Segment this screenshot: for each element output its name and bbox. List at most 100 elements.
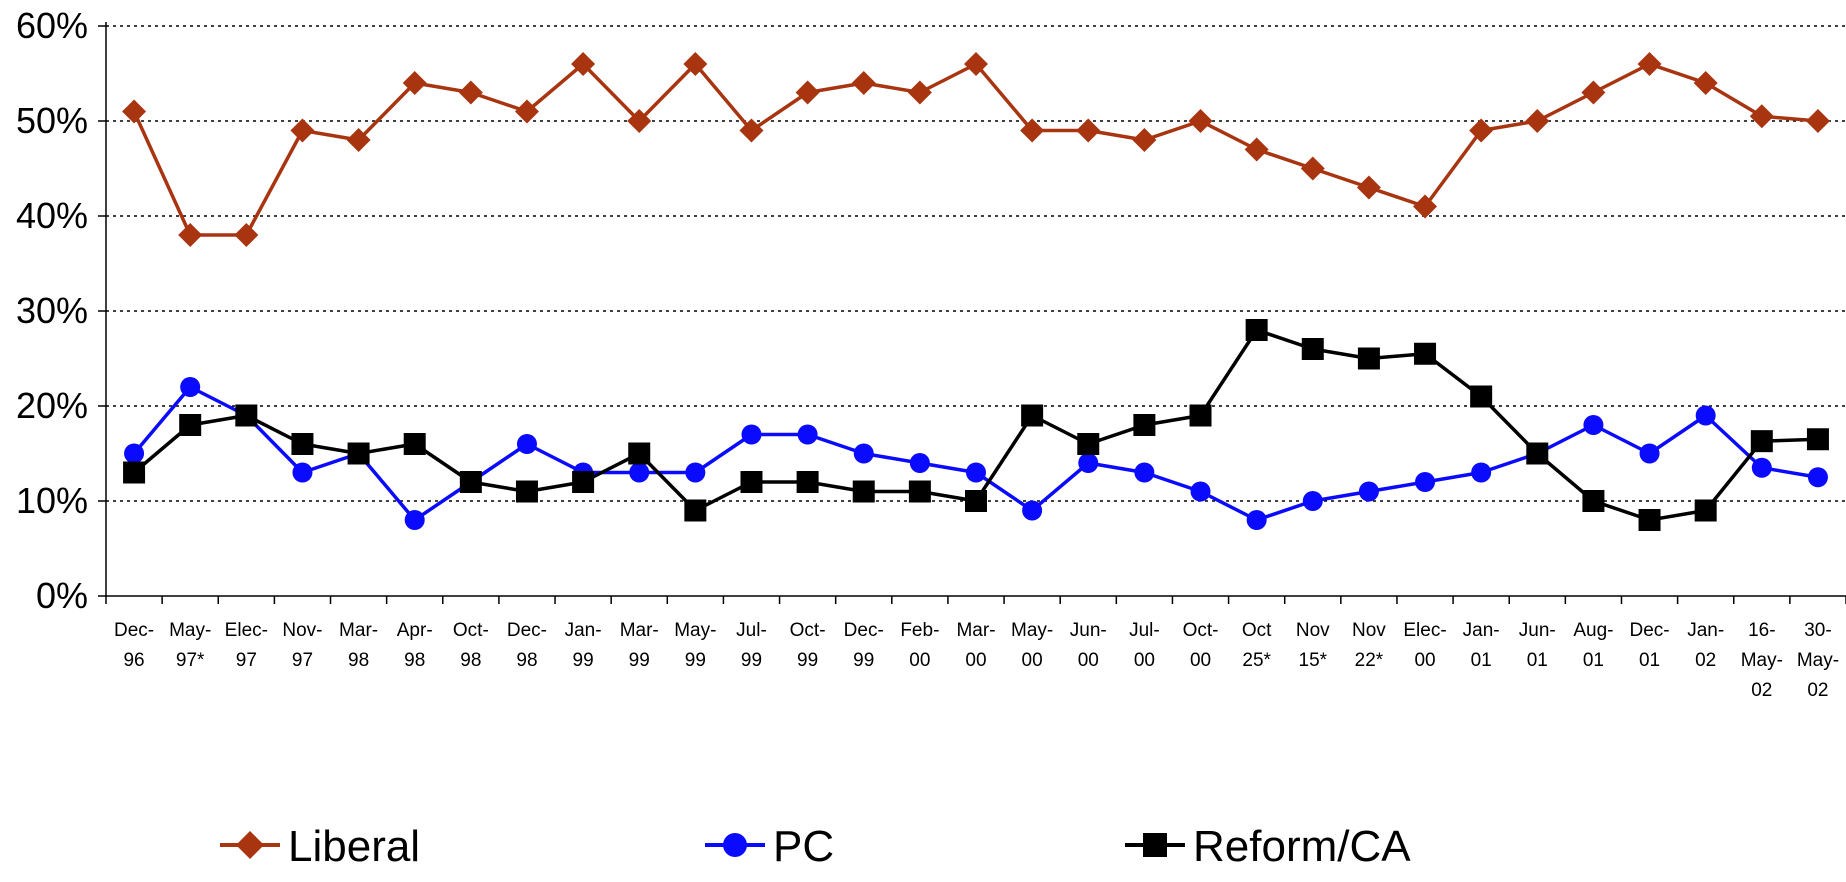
data-point [404,510,425,530]
data-point [1693,71,1718,95]
data-point [290,118,315,143]
data-point [1583,415,1604,435]
data-point [1076,118,1101,143]
x-tick-label: Nov-97 [282,620,322,671]
x-tick-label: Dec-96 [114,620,154,671]
x-tick-label: Jan-02 [1687,620,1724,671]
x-tick-label: Nov 15* [1296,620,1330,671]
data-point [795,80,820,105]
data-point [571,52,596,76]
x-tick-label: Oct-98 [453,620,489,671]
x-tick-label: Mar-99 [620,620,659,671]
data-point [683,52,708,76]
data-point [1190,481,1211,502]
data-point [122,99,147,124]
legend: Liberal PC Reform/CA [220,822,1411,871]
data-point [1751,457,1772,478]
y-tick-label: 20% [16,385,88,426]
data-point [1134,462,1155,483]
x-tick-label: Jul-00 [1129,620,1160,671]
data-point [1244,137,1269,162]
data-point [1805,109,1830,133]
y-axis: 0% 10% 20% 30% 40% 50% 60% [16,5,107,616]
x-tick-label: Feb-00 [900,620,939,671]
legend-item: Liberal [220,822,420,871]
legend-item: PC [705,822,834,871]
data-point [1414,342,1437,365]
x-tick-label: Oct-99 [790,620,826,671]
x-tick-label: Aug-01 [1573,620,1613,671]
data-point [1415,472,1436,492]
data-point [178,223,203,247]
x-tick-label: Mar-00 [956,620,995,671]
x-tick-label: May-97* [169,620,211,671]
x-tick-label: Nov 22* [1352,620,1386,671]
x-tick-label: Jun-01 [1519,620,1556,671]
data-point [966,462,986,483]
data-point [628,442,651,465]
data-point [629,462,650,483]
series-line [132,62,1819,237]
data-point [1750,430,1773,453]
x-tick-label: May-00 [1011,620,1053,671]
data-point [1413,194,1438,219]
series-reform-ca [123,319,1829,531]
x-tick-label: 16-May-02 [1741,620,1783,701]
data-point [1302,491,1323,511]
x-tick-label: Oct 25* [1242,620,1272,671]
data-point [1188,109,1213,133]
x-tick-label: May-99 [674,620,716,671]
data-point [1301,338,1324,360]
data-point [1469,118,1494,143]
data-point [235,404,258,427]
data-point [458,80,483,105]
y-tick-label: 30% [16,290,88,331]
legend-label: PC [773,822,834,871]
legend-marker [236,831,264,859]
data-point [402,71,427,95]
data-point [403,433,426,455]
data-point [1695,405,1716,426]
data-point [851,71,876,95]
data-point [1020,118,1045,143]
data-point [515,480,538,503]
data-point [179,414,202,436]
data-point [908,480,931,503]
y-tick-label: 50% [16,100,88,141]
x-tick-label: Jan-01 [1463,620,1500,671]
data-point [292,462,313,483]
data-point [1582,490,1605,512]
series-group [122,52,1830,531]
x-tick-label: 30-May-02 [1797,620,1839,701]
x-tick-label: Jul-99 [736,620,767,671]
data-point [1807,467,1828,488]
y-tick-label: 0% [36,575,88,616]
x-tick-label: Jan-99 [565,620,602,671]
data-point [346,128,371,152]
data-point [516,434,537,454]
x-tick-label: Dec-01 [1629,620,1669,671]
data-point [1078,453,1099,473]
legend-marker [723,833,747,857]
data-point [1749,104,1774,129]
data-point [1133,414,1156,436]
data-point [291,433,314,455]
legend-marker [1143,833,1167,857]
data-point [1694,499,1717,522]
x-tick-label: Jun-00 [1070,620,1107,671]
x-tick-label: Elec-00 [1403,620,1446,671]
data-point [180,377,201,397]
series-liberal [122,52,1830,247]
data-point [1300,156,1325,181]
data-point [853,443,874,464]
data-point [514,99,539,124]
data-point [1581,80,1606,105]
data-point [1077,433,1100,455]
legend-label: Liberal [288,822,420,871]
x-tick-label: Elec-97 [225,620,268,671]
data-point [797,424,818,445]
legend-label: Reform/CA [1193,822,1411,871]
data-point [909,453,930,473]
data-point [1639,443,1660,464]
data-point [907,80,932,105]
